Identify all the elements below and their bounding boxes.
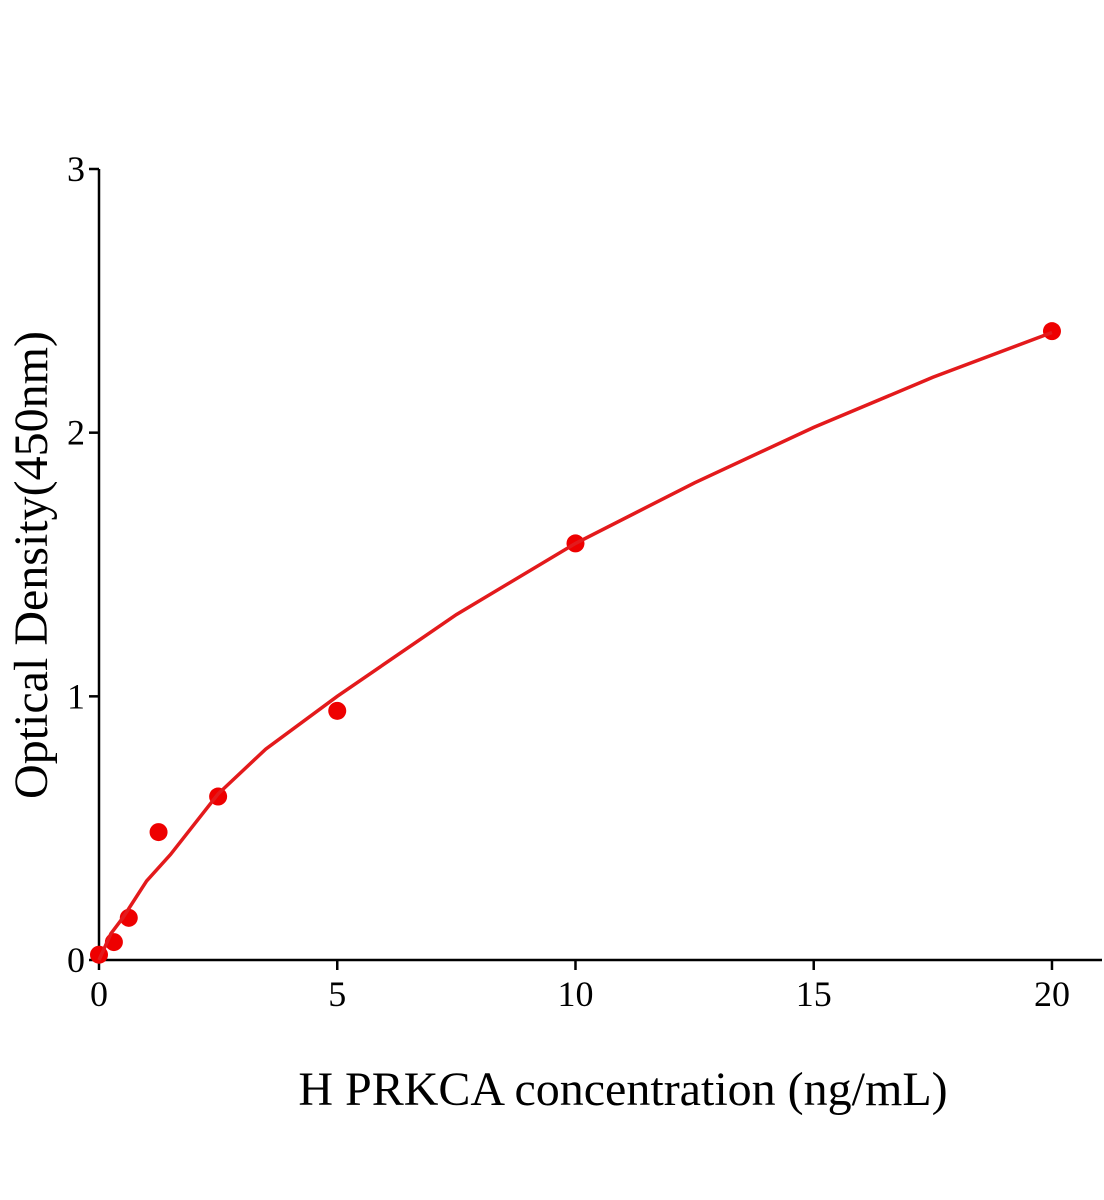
data-point	[1042, 322, 1061, 341]
x-tick-label: 10	[557, 974, 593, 1014]
x-tick-label: 15	[796, 974, 832, 1014]
y-axis-label: Optical Density(450nm)	[5, 331, 58, 799]
y-tick-label: 3	[67, 149, 85, 189]
x-tick-label: 0	[90, 974, 108, 1014]
x-tick-label: 20	[1034, 974, 1070, 1014]
data-point	[149, 823, 168, 842]
y-tick-label: 2	[67, 413, 85, 453]
x-axis-label: H PRKCA concentration (ng/mL)	[298, 1063, 947, 1116]
data-point	[328, 701, 347, 720]
y-tick-label: 1	[67, 676, 85, 716]
y-tick-label: 0	[67, 940, 85, 980]
fit-curve	[97, 330, 1053, 961]
x-tick-label: 5	[328, 974, 346, 1014]
